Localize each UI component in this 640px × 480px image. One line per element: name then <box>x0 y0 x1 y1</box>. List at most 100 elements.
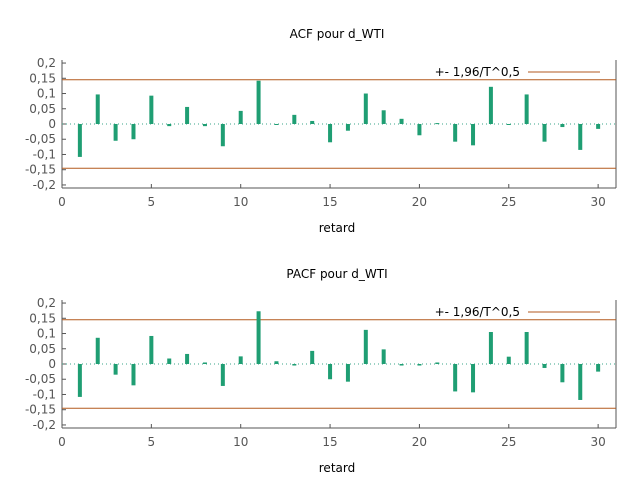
pacf-bar <box>131 364 136 386</box>
pacf-bar <box>77 364 82 397</box>
acf-x-tick-label: 5 <box>148 195 156 209</box>
acf-bar <box>185 106 190 124</box>
pacf-bar <box>238 356 243 364</box>
pacf-x-tick-label: 30 <box>590 435 605 449</box>
acf-bar <box>488 86 493 124</box>
acf-bar <box>578 124 583 150</box>
acf-bar <box>345 124 350 131</box>
acf-bar <box>381 110 386 124</box>
acf-x-tick-label: 25 <box>501 195 516 209</box>
acf-bar <box>256 80 261 124</box>
pacf-bar <box>95 337 100 364</box>
pacf-bar <box>113 364 118 375</box>
acf-legend-label: +- 1,96/T^0,5 <box>435 65 520 79</box>
pacf-bar <box>524 332 529 364</box>
pacf-chart: PACF pour d_WTI retard +- 1,96/T^0,5 0,2… <box>25 267 617 475</box>
pacf-x-tick-label: 10 <box>233 435 248 449</box>
acf-x-tick-label: 30 <box>590 195 605 209</box>
pacf-x-tick-label: 0 <box>58 435 66 449</box>
acf-bar <box>506 124 511 125</box>
pacf-y-tick-label: 0,2 <box>37 296 56 310</box>
pacf-bar <box>149 335 154 364</box>
pacf-bar <box>381 349 386 364</box>
acf-y-tick-label: 0,1 <box>37 87 56 101</box>
pacf-bar <box>399 364 404 366</box>
acf-y-tick-label: 0 <box>48 117 56 131</box>
acf-y-tick-label: 0,15 <box>29 71 56 85</box>
acf-bar <box>274 124 279 125</box>
acf-bar <box>328 124 333 143</box>
pacf-bar <box>596 364 601 372</box>
acf-x-tick-label: 20 <box>412 195 427 209</box>
acf-x-tick-label: 10 <box>233 195 248 209</box>
pacf-x-tick-label: 25 <box>501 435 516 449</box>
pacf-y-tick-label: -0,15 <box>25 403 56 417</box>
pacf-y-tick-label: -0,2 <box>33 418 56 432</box>
pacf-x-axis-label: retard <box>319 461 355 475</box>
acf-bar <box>220 124 225 147</box>
acf-bar <box>471 124 476 146</box>
pacf-bar <box>292 364 297 366</box>
acf-bar <box>524 94 529 124</box>
pacf-bar <box>435 362 440 364</box>
acf-y-tick-label: -0,05 <box>25 132 56 146</box>
pacf-bar <box>506 356 511 364</box>
pacf-bar <box>310 350 315 364</box>
acf-x-tick-label: 15 <box>322 195 337 209</box>
pacf-chart-title: PACF pour d_WTI <box>286 267 387 281</box>
acf-chart: ACF pour d_WTI retard +- 1,96/T^0,5 0,20… <box>25 27 617 235</box>
pacf-bar <box>202 362 207 364</box>
acf-y-tick-label: 0,05 <box>29 102 56 116</box>
acf-bar <box>560 124 565 128</box>
pacf-y-tick-label: -0,1 <box>33 387 56 401</box>
pacf-bar <box>274 361 279 364</box>
pacf-bar <box>488 332 493 364</box>
acf-bar <box>363 93 368 124</box>
acf-x-axis-label: retard <box>319 221 355 235</box>
acf-bar <box>417 124 422 136</box>
acf-bar <box>113 124 118 141</box>
pacf-bar <box>560 364 565 383</box>
pacf-y-tick-label: 0,1 <box>37 327 56 341</box>
acf-bar <box>95 94 100 124</box>
pacf-y-tick-label: 0,15 <box>29 311 56 325</box>
pacf-bar <box>167 358 172 364</box>
pacf-x-tick-label: 5 <box>148 435 156 449</box>
pacf-bar <box>542 364 547 368</box>
acf-bar <box>77 124 82 157</box>
acf-bar <box>292 114 297 124</box>
pacf-x-tick-label: 15 <box>322 435 337 449</box>
acf-x-tick-label: 0 <box>58 195 66 209</box>
pacf-bar <box>185 353 190 364</box>
pacf-y-tick-label: 0,05 <box>29 342 56 356</box>
pacf-bar <box>345 364 350 382</box>
acf-bar <box>435 123 440 125</box>
pacf-bar <box>363 329 368 364</box>
acf-bar <box>131 124 136 140</box>
acf-bar <box>202 124 207 127</box>
pacf-bar <box>328 364 333 380</box>
acf-bar <box>542 124 547 142</box>
pacf-bar <box>453 364 458 392</box>
pacf-bar <box>220 364 225 386</box>
acf-bar <box>238 110 243 124</box>
acf-bar <box>453 124 458 142</box>
acf-chart-title: ACF pour d_WTI <box>290 27 385 41</box>
acf-y-tick-label: -0,1 <box>33 147 56 161</box>
pacf-bar <box>471 364 476 393</box>
acf-bar <box>399 118 404 124</box>
pacf-y-tick-label: -0,05 <box>25 372 56 386</box>
pacf-bar <box>417 364 422 366</box>
pacf-y-tick-label: 0 <box>48 357 56 371</box>
pacf-x-tick-label: 20 <box>412 435 427 449</box>
acf-bar <box>596 124 601 129</box>
pacf-legend-label: +- 1,96/T^0,5 <box>435 305 520 319</box>
pacf-bar <box>256 311 261 364</box>
acf-y-tick-label: -0,2 <box>33 178 56 192</box>
acf-y-tick-label: -0,15 <box>25 163 56 177</box>
acf-bar <box>167 124 172 127</box>
pacf-bar <box>578 364 583 400</box>
acf-y-tick-label: 0,2 <box>37 56 56 70</box>
acf-bar <box>149 95 154 124</box>
